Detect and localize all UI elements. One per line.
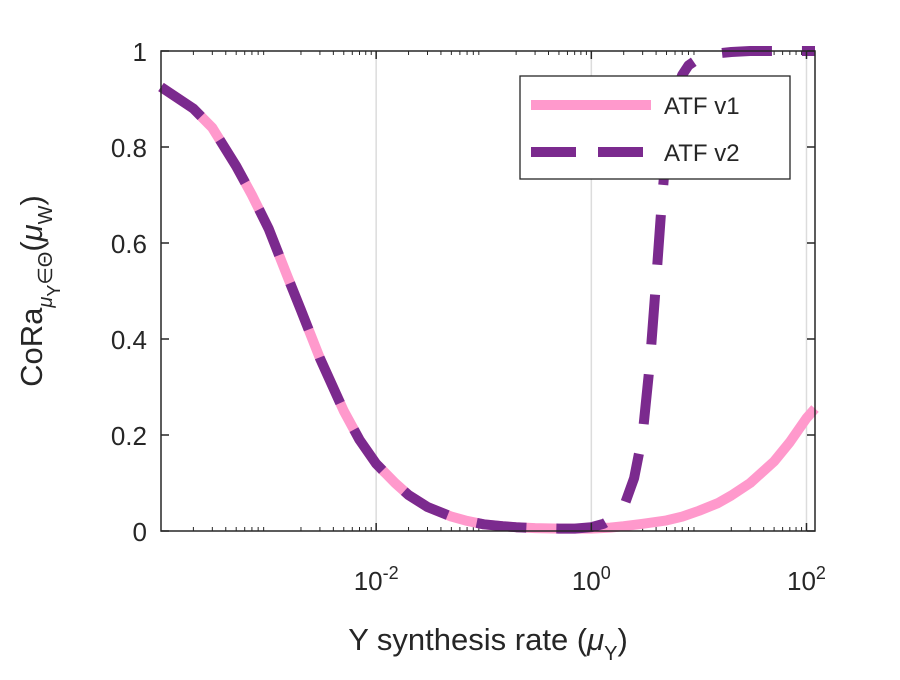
- y-axis-title-subscript: μ: [35, 297, 57, 309]
- x-axis-title-text: Y synthesis rate (: [348, 622, 588, 657]
- legend-label-atf-v1: ATF v1: [664, 93, 740, 120]
- x-tick-label: 100: [572, 563, 611, 596]
- axis-ticks: [161, 50, 815, 532]
- series-layer: [158, 46, 819, 534]
- legend: ATF v1 ATF v2: [519, 75, 791, 180]
- y-tick-label: 0.4: [111, 325, 147, 355]
- y-tick-label: 1: [133, 37, 147, 67]
- x-tick-label-exponent: -2: [383, 563, 399, 583]
- x-tick-label-base: 10: [354, 566, 383, 596]
- y-tick-label: 0.6: [111, 229, 147, 259]
- y-tick-label: 0: [133, 517, 147, 547]
- x-tick-label-exponent: 0: [601, 563, 611, 583]
- y-axis-title-text: CoRa: [14, 307, 49, 387]
- plot-frame: [160, 50, 816, 532]
- legend-label-atf-v2: ATF v2: [664, 140, 740, 167]
- x-tick-label: 10-2: [354, 563, 399, 596]
- x-axis-title-close: ): [617, 622, 627, 657]
- legend-box: [519, 75, 791, 180]
- y-tick-label: 0.2: [111, 421, 147, 451]
- x-axis-title-subscript: Y: [604, 643, 617, 665]
- y-axis-title-paren-open: (: [14, 241, 49, 252]
- x-axis-title-symbol: μ: [586, 622, 604, 657]
- y-axis-title-sub-subscript: Y: [44, 285, 64, 297]
- y-axis-title-symbol: μ: [14, 224, 49, 242]
- y-axis-title-paren-close: ): [14, 195, 49, 205]
- x-tick-label-base: 10: [787, 566, 816, 596]
- x-tick-label-exponent: 2: [816, 563, 826, 583]
- x-tick-label-base: 10: [572, 566, 601, 596]
- y-axis-title: CoRaμY∈Θ(μW): [14, 195, 64, 387]
- x-tick-label: 102: [787, 563, 826, 596]
- y-tick-label: 0.8: [111, 133, 147, 163]
- y-axis-title-subscript-tail: ∈Θ: [35, 252, 57, 285]
- x-axis-title: Y synthesis rate (μY): [348, 622, 628, 665]
- series-line-atf-v2: [158, 46, 815, 534]
- y-axis-title-symbol-subscript: W: [35, 205, 57, 224]
